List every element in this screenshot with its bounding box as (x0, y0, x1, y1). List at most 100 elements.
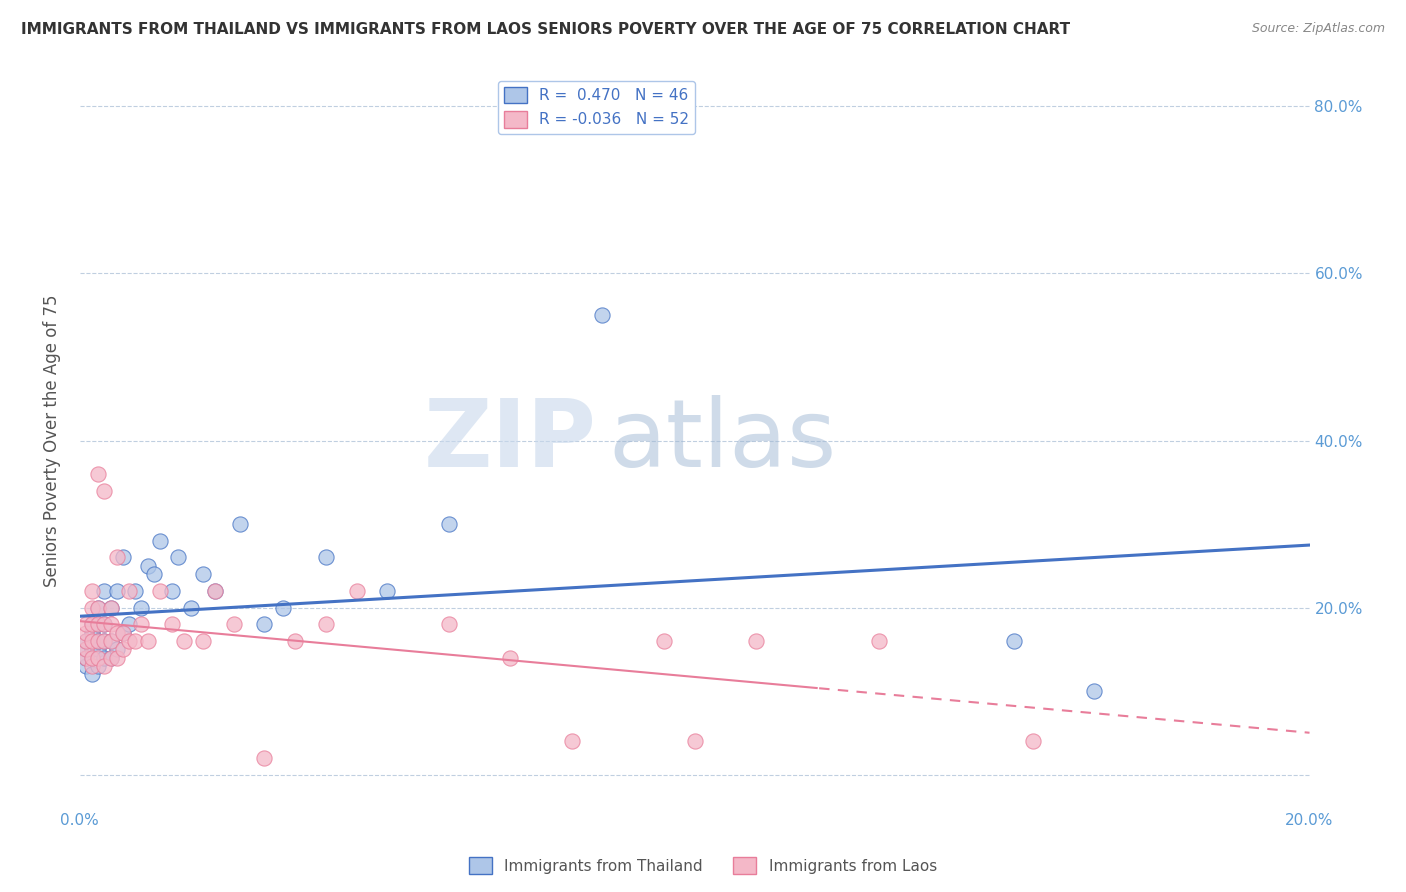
Point (82, 625, 104, 640)
Point (111, 625, 134, 640)
Point (82, 667, 104, 681)
Legend: Immigrants from Thailand, Immigrants from Laos: Immigrants from Thailand, Immigrants fro… (463, 851, 943, 880)
Point (131, 617, 153, 632)
Point (87, 600, 110, 615)
Point (82, 617, 104, 632)
Point (82, 600, 104, 615)
Point (87, 617, 110, 632)
Point (375, 583, 398, 598)
Point (87, 634, 110, 648)
Point (93, 617, 115, 632)
Point (253, 617, 276, 632)
Point (167, 550, 190, 565)
Point (82, 642, 104, 657)
Point (745, 634, 768, 648)
Point (105, 550, 128, 565)
Point (118, 634, 141, 648)
Point (1002, 634, 1025, 648)
Point (82, 617, 104, 632)
Point (346, 583, 368, 598)
Point (87, 634, 110, 648)
Point (136, 634, 159, 648)
Point (118, 583, 141, 598)
Point (1083, 684, 1105, 698)
Point (82, 650, 104, 665)
Point (111, 625, 134, 640)
Point (100, 617, 122, 632)
Point (868, 634, 890, 648)
Point (229, 517, 252, 532)
Point (271, 600, 294, 615)
Point (75, 650, 97, 665)
Point (160, 583, 183, 598)
Point (118, 617, 141, 632)
Point (75, 634, 97, 648)
Point (87, 600, 110, 615)
Point (437, 517, 460, 532)
Point (87, 617, 110, 632)
Point (93, 634, 115, 648)
Point (149, 583, 172, 598)
Text: Source: ZipAtlas.com: Source: ZipAtlas.com (1251, 22, 1385, 36)
Legend: R =  0.470   N = 46, R = -0.036   N = 52: R = 0.470 N = 46, R = -0.036 N = 52 (498, 80, 695, 134)
Point (652, 634, 675, 648)
Point (87, 659, 110, 673)
Point (149, 533, 172, 548)
Text: IMMIGRANTS FROM THAILAND VS IMMIGRANTS FROM LAOS SENIORS POVERTY OVER THE AGE OF: IMMIGRANTS FROM THAILAND VS IMMIGRANTS F… (21, 22, 1070, 37)
Point (111, 642, 134, 657)
Text: ZIP: ZIP (423, 394, 596, 486)
Point (131, 600, 153, 615)
Point (100, 600, 122, 615)
Point (315, 550, 337, 565)
Point (437, 617, 460, 632)
Point (204, 583, 226, 598)
Point (315, 617, 337, 632)
Point (499, 650, 522, 665)
Point (124, 634, 146, 648)
Point (75, 634, 97, 648)
Point (253, 751, 276, 765)
Point (591, 308, 613, 322)
Point (105, 625, 128, 640)
Point (284, 634, 307, 648)
Point (75, 642, 97, 657)
Point (173, 634, 195, 648)
Y-axis label: Seniors Poverty Over the Age of 75: Seniors Poverty Over the Age of 75 (44, 294, 60, 587)
Point (124, 583, 146, 598)
Point (82, 659, 104, 673)
Point (100, 650, 122, 665)
Point (1022, 734, 1045, 748)
Point (105, 650, 128, 665)
Point (204, 583, 226, 598)
Point (100, 634, 122, 648)
Point (105, 642, 128, 657)
Point (93, 634, 115, 648)
Point (136, 558, 159, 573)
Point (561, 734, 583, 748)
Point (191, 634, 214, 648)
Text: atlas: atlas (609, 394, 837, 486)
Point (93, 583, 115, 598)
Point (93, 483, 115, 498)
Point (75, 659, 97, 673)
Point (87, 467, 110, 481)
Point (75, 625, 97, 640)
Point (82, 583, 104, 598)
Point (93, 659, 115, 673)
Point (180, 600, 202, 615)
Point (87, 642, 110, 657)
Point (87, 650, 110, 665)
Point (75, 650, 97, 665)
Point (222, 617, 245, 632)
Point (191, 567, 214, 582)
Point (100, 634, 122, 648)
Point (160, 617, 183, 632)
Point (75, 617, 97, 632)
Point (105, 583, 128, 598)
Point (82, 650, 104, 665)
Point (111, 550, 134, 565)
Point (82, 634, 104, 648)
Point (100, 600, 122, 615)
Point (142, 567, 165, 582)
Point (82, 634, 104, 648)
